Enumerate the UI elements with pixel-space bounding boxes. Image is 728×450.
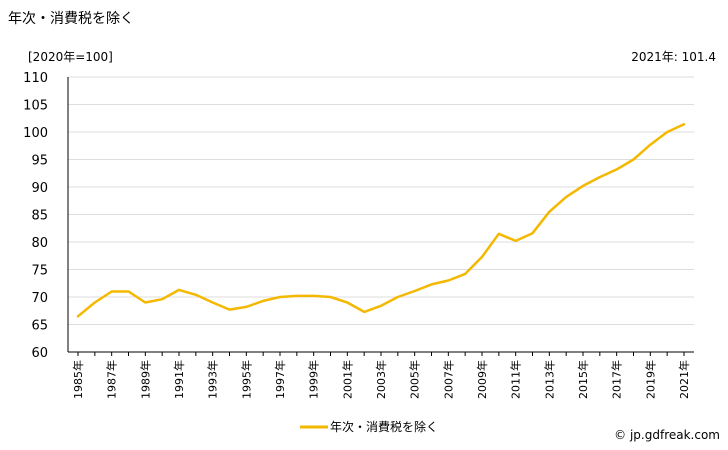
x-tick-label: 1985年 [71, 360, 85, 399]
x-tick-label: 1991年 [172, 360, 186, 399]
x-tick-label: 2003年 [374, 360, 388, 399]
x-tick-label: 1997年 [273, 360, 287, 399]
y-tick-label: 60 [31, 346, 48, 361]
series-line [76, 123, 686, 318]
y-tick-label: 90 [31, 181, 48, 196]
y-tick-label: 65 [31, 319, 48, 334]
x-tick-label: 2017年 [610, 360, 624, 399]
series-layer [76, 123, 686, 318]
x-tick-label: 2007年 [441, 360, 455, 399]
x-tick-label: 1999年 [307, 360, 321, 399]
x-tick-label: 2021年 [677, 360, 691, 399]
y-tick-label: 100 [23, 126, 48, 141]
y-tick-label: 80 [31, 236, 48, 251]
chart-title: 年次・消費税を除く [8, 11, 134, 27]
y-tick-label: 95 [31, 154, 48, 169]
y-axis: 60 65 70 75 80 85 90 95 100 105 110 [23, 71, 69, 361]
x-tick-label: 2015年 [576, 360, 590, 399]
x-tick-label: 2009年 [475, 360, 489, 399]
x-tick-label: 1995年 [239, 360, 253, 399]
grid-lines [68, 76, 694, 353]
x-tick-label: 1989年 [138, 360, 152, 399]
x-tick-label: 2005年 [408, 360, 422, 399]
x-tick-label: 2001年 [340, 360, 354, 399]
source-credit: © jp.gdfreak.com [614, 428, 720, 442]
y-tick-label: 70 [31, 291, 48, 306]
x-tick-label: 2011年 [509, 360, 523, 399]
y-tick-label: 110 [23, 71, 48, 86]
x-tick-label: 2019年 [643, 360, 657, 399]
legend: 年次・消費税を除く [300, 419, 438, 434]
y-tick-label: 85 [31, 209, 48, 224]
x-axis: 1985年 1987年 1989年 1991年 1993年 1995年 1997年 1999年… [68, 351, 694, 399]
latest-value-label: 2021年: 101.4 [631, 50, 716, 64]
y-tick-label: 75 [31, 264, 48, 279]
legend-label: 年次・消費税を除く [330, 419, 438, 434]
x-tick-label: 2013年 [542, 360, 556, 399]
unit-label: [2020年=100] [28, 50, 113, 64]
x-tick-label: 1993年 [206, 360, 220, 399]
y-tick-label: 105 [23, 99, 48, 114]
x-tick-label: 1987年 [105, 360, 119, 399]
